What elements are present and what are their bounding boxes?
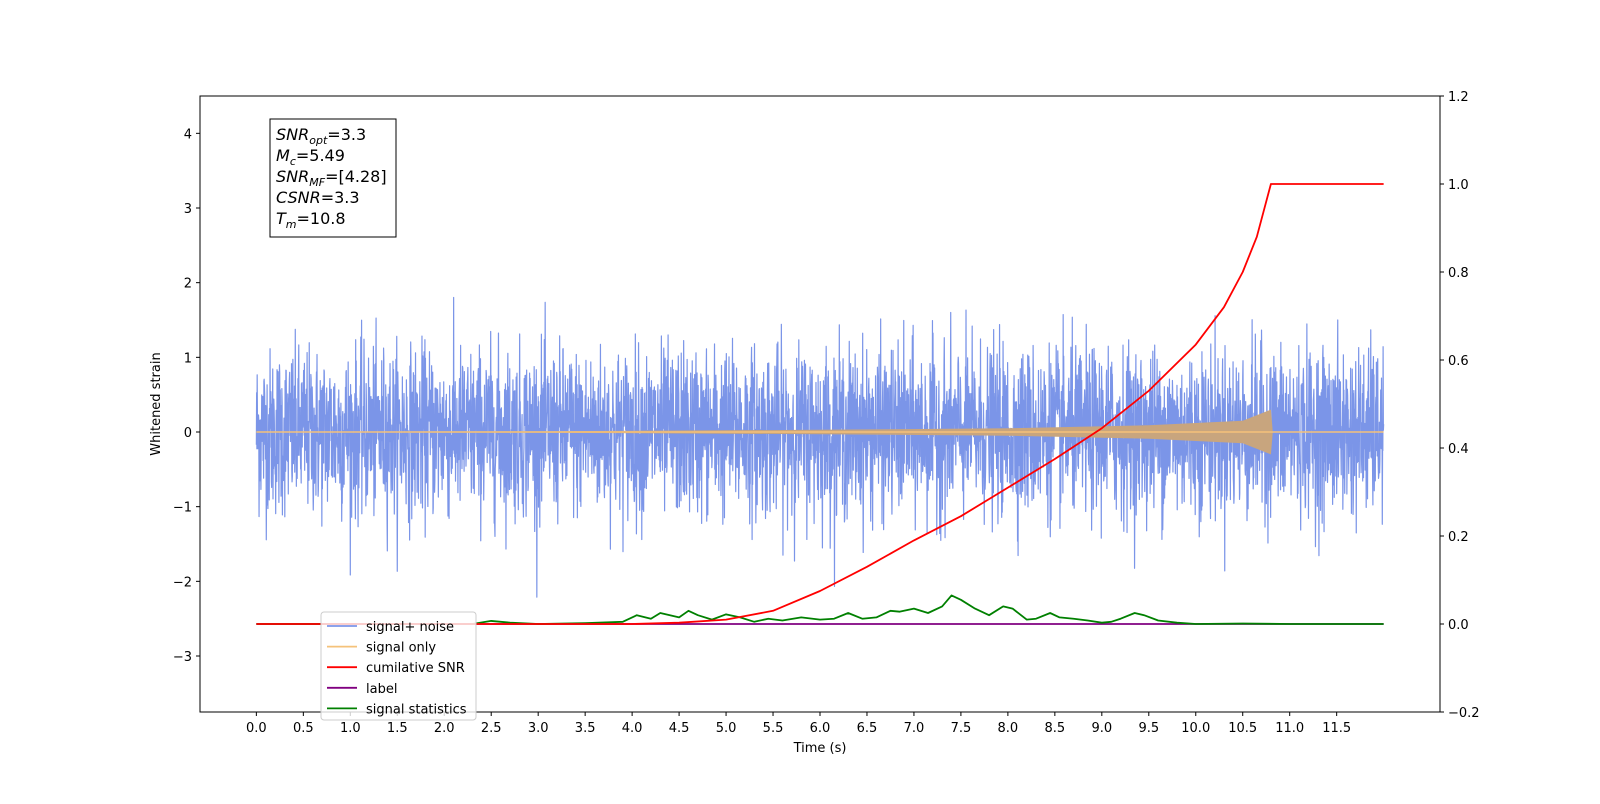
annotation-subscript: opt (309, 134, 328, 147)
x-axis-ticks: 0.0 0.5 1.0 1.5 2.0 2.5 3.0 3.5 4.0 4.5 5.0 5.5 6.0 6… (246, 712, 1351, 736)
y2-tick-label: −0.2 (1448, 706, 1480, 721)
legend: signal+ noise signal only cumilative SNR la… (320, 611, 477, 721)
x-tick-label: 5.5 (763, 721, 784, 736)
x-tick-label: 9.5 (1138, 721, 1159, 736)
y2-tick-label: 1.0 (1448, 178, 1469, 193)
annotation-value: =5.49 (296, 146, 345, 165)
y-axis-title: Whitened strain (149, 352, 164, 455)
annotation-value: =[4.28] (325, 167, 387, 186)
y-tick-label: 4 (184, 127, 192, 142)
series-signal-statistics-line (256, 594, 1384, 625)
x-tick-label: 0.0 (246, 721, 267, 736)
x-tick-label: 10.0 (1181, 721, 1210, 736)
x-tick-label: 3.5 (575, 721, 596, 736)
annotation-line: Tm=10.8 (276, 209, 346, 231)
x-tick-label: 4.0 (622, 721, 643, 736)
x-tick-label: 11.5 (1322, 721, 1351, 736)
annotation-symbol: CSNR (276, 188, 321, 207)
y2-tick-label: 0.2 (1448, 530, 1469, 545)
x-tick-label: 0.5 (293, 721, 314, 736)
x-tick-label: 2.0 (434, 721, 455, 736)
annotation-line: CSNR=3.3 (276, 188, 360, 207)
y2-tick-label: 0.6 (1448, 354, 1469, 369)
x-tick-label: 4.5 (669, 721, 690, 736)
annotation-line: Mc=5.49 (276, 146, 345, 168)
annotation-value: =10.8 (297, 209, 346, 228)
y2-axis-ticks: −0.2 0.0 0.2 0.4 0.6 0.8 1.0 1.2 (1440, 90, 1480, 721)
y-tick-label: 0 (184, 426, 192, 441)
annotation-line: SNRMF=[4.28] (276, 167, 387, 189)
x-tick-label: 7.0 (904, 721, 925, 736)
annotation-symbol: T (276, 209, 287, 228)
y-tick-label: 2 (184, 277, 192, 292)
legend-label: cumilative SNR (366, 661, 465, 676)
y-tick-label: −2 (173, 575, 192, 590)
x-tick-label: 8.5 (1045, 721, 1066, 736)
x-tick-label: 11.0 (1275, 721, 1304, 736)
legend-label: signal only (366, 641, 436, 656)
annotation-box: SNRopt=3.3Mc=5.49SNRMF=[4.28]CSNR=3.3Tm=… (269, 118, 397, 238)
annotation-symbol: SNR (276, 167, 309, 186)
legend-frame (320, 611, 477, 721)
x-tick-label: 6.0 (810, 721, 831, 736)
annotation-value: =3.3 (321, 188, 360, 207)
annotation-subscript: MF (309, 176, 325, 189)
x-tick-label: 5.0 (716, 721, 737, 736)
series-cumilative-snr-line (256, 183, 1384, 625)
y2-tick-label: 1.2 (1448, 90, 1469, 105)
annotation-line: SNRopt=3.3 (276, 125, 366, 147)
annotation-symbol: SNR (276, 125, 309, 144)
x-tick-label: 9.0 (1091, 721, 1112, 736)
annotation-frame (269, 118, 397, 238)
legend-label: signal statistics (366, 702, 467, 717)
annotation-subscript: m (286, 218, 297, 231)
y-tick-label: 3 (184, 202, 192, 217)
y2-tick-label: 0.0 (1448, 618, 1469, 633)
y2-tick-label: 0.4 (1448, 442, 1469, 457)
x-tick-label: 10.5 (1228, 721, 1257, 736)
y-axis-ticks: −3 −2 −1 0 1 2 3 4 (173, 127, 200, 665)
legend-label: label (366, 682, 397, 697)
annotation-symbol: M (276, 146, 290, 165)
y-tick-label: 1 (184, 351, 192, 366)
x-tick-label: 1.5 (387, 721, 408, 736)
annotation-value: =3.3 (327, 125, 366, 144)
annotation-subscript: c (290, 155, 296, 168)
y-tick-label: −1 (173, 501, 192, 516)
x-tick-label: 2.5 (481, 721, 502, 736)
x-axis-title: Time (s) (793, 741, 847, 756)
legend-label: signal+ noise (366, 620, 454, 635)
x-tick-label: 7.5 (951, 721, 972, 736)
y2-tick-label: 0.8 (1448, 266, 1469, 281)
x-tick-label: 3.0 (528, 721, 549, 736)
x-tick-label: 1.0 (340, 721, 361, 736)
x-tick-label: 8.0 (998, 721, 1019, 736)
x-tick-label: 6.5 (857, 721, 878, 736)
y-tick-label: −3 (173, 650, 192, 665)
